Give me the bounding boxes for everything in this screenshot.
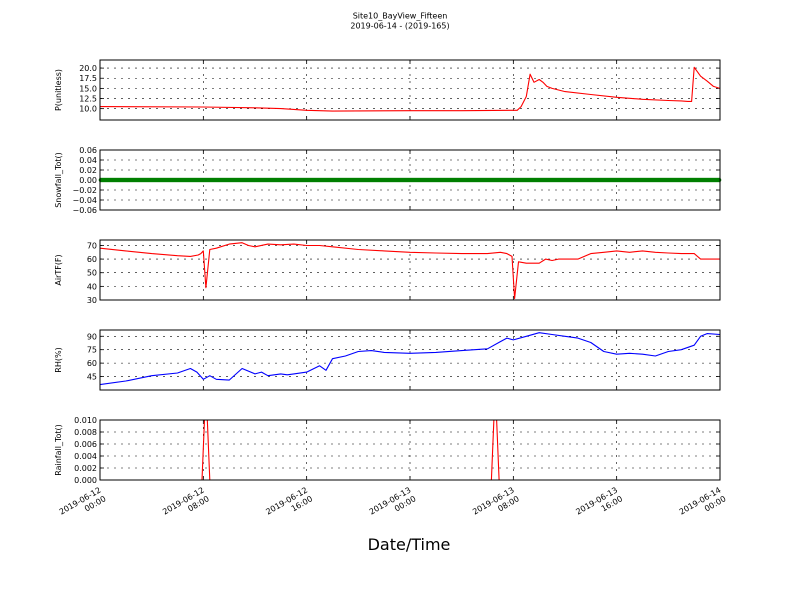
panel-frame (99, 419, 721, 481)
y-tick-label: 0.02 (79, 166, 97, 175)
y-tick-label: 0.002 (74, 464, 97, 473)
series-markers (98, 177, 722, 183)
y-tick-label: 45 (87, 373, 97, 382)
y-axis-label: P(unitless) (54, 69, 63, 111)
y-tick-label: 15.0 (79, 84, 97, 93)
y-tick-label: 75 (87, 346, 97, 355)
y-axis-label: Snowfall_Tot() (54, 152, 63, 208)
y-tick-label: 0.04 (79, 156, 97, 165)
panel-3: 30 40 50 60 70 AirTF(F) (54, 239, 721, 305)
y-tick-label: −0.04 (72, 196, 97, 205)
y-tick-label: −0.02 (72, 186, 97, 195)
y-tick-label: 40 (87, 282, 97, 291)
y-tick-label: 30 (87, 296, 97, 305)
y-tick-label: 0.010 (74, 416, 97, 425)
panel-frame (99, 239, 721, 301)
series-line (100, 242, 720, 300)
panel-frame (99, 149, 721, 211)
panel-frame (99, 59, 721, 121)
series-line (100, 332, 720, 386)
panel-5: 0.000 0.002 0.004 0.006 0.008 0.010 Rainfall_T… (54, 416, 721, 485)
chart-title: Site10_BayView_Fifteen (353, 12, 448, 21)
y-tick-label: 70 (87, 241, 97, 250)
y-tick-label: 17.5 (79, 74, 97, 83)
y-tick-label: 90 (87, 332, 97, 341)
y-tick-label: 0.00 (79, 176, 97, 185)
y-tick-label: 20.0 (79, 64, 97, 73)
y-tick-label: 50 (87, 269, 97, 278)
y-tick-label: 10.0 (79, 105, 97, 114)
x-axis-label: Date/Time (368, 535, 451, 554)
chart-panels: 10.012.515.017.520.0P(unitless)−0.06−0.0… (54, 59, 722, 485)
y-axis-label: AirTF(F) (54, 254, 63, 285)
y-tick-label: 0.000 (74, 476, 97, 485)
y-tick-label: 60 (87, 359, 97, 368)
panel-frame (99, 329, 721, 391)
chart-subtitle: 2019-06-14 - (2019-165) (350, 22, 449, 31)
y-axis-label: Rainfall_Tot() (54, 424, 63, 476)
series-line (100, 66, 720, 112)
y-tick-label: 0.004 (74, 452, 97, 461)
y-axis-label: RH(%) (54, 347, 63, 372)
panel-2: −0.06−0.04−0.020.000.020.040.06 Snowfall_… (54, 146, 722, 215)
y-tick-label: 60 (87, 255, 97, 264)
data-point (716, 177, 722, 183)
y-tick-label: 12.5 (79, 95, 97, 104)
panel-4: 45 60 75 90 RH(%) (54, 329, 721, 391)
series-line (100, 420, 720, 480)
y-tick-label: 0.008 (74, 428, 97, 437)
panel-1: 10.012.5 15.017.520.0 P(unitless) (54, 59, 721, 121)
y-tick-label: 0.006 (74, 440, 97, 449)
y-tick-label: −0.06 (72, 206, 97, 215)
y-tick-label: 0.06 (79, 146, 97, 155)
